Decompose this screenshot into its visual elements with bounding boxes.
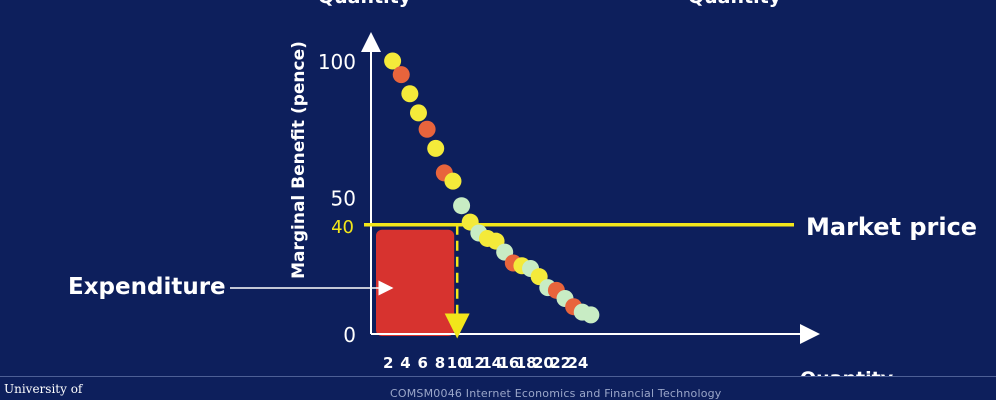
price-tick-label: 40 — [331, 217, 354, 238]
x-tick-label: 14 — [481, 354, 502, 372]
x-tick-label: 4 — [400, 354, 410, 372]
x-tick-label: 8 — [435, 354, 445, 372]
x-tick-label: 10 — [447, 354, 468, 372]
y-axis-label: Marginal Benefit (pence) — [289, 41, 309, 279]
top-right-cut-label: Quantity — [688, 0, 781, 8]
y-tick-labels: 0 50 100 — [318, 50, 356, 347]
course-title: COMSM0046 Internet Economics and Financi… — [390, 387, 722, 400]
market-price-label: Market price — [806, 213, 977, 241]
data-point — [453, 197, 471, 215]
footer-divider — [0, 376, 996, 377]
data-point — [582, 306, 600, 324]
expenditure-rect — [376, 229, 455, 336]
x-tick-label: 18 — [516, 354, 537, 372]
y-tick-label: 100 — [318, 50, 356, 74]
data-point — [427, 139, 445, 157]
y-tick-label: 0 — [343, 323, 356, 347]
data-point — [401, 85, 419, 103]
x-tick-label: 24 — [567, 354, 588, 372]
x-tick-label: 12 — [464, 354, 485, 372]
x-tick-label: 22 — [550, 354, 571, 372]
x-tick-label: 20 — [533, 354, 554, 372]
data-point — [444, 172, 462, 190]
data-point — [384, 52, 402, 70]
y-tick-label: 50 — [331, 187, 356, 211]
x-tick-label: 2 — [383, 354, 393, 372]
data-point — [409, 104, 427, 122]
x-tick-label: 6 — [418, 354, 428, 372]
data-point — [392, 66, 410, 84]
top-left-cut-label: Quantity — [318, 0, 411, 8]
university-logo: University of — [4, 382, 83, 396]
x-axis-label: Quantity — [800, 368, 894, 376]
data-point — [418, 120, 436, 138]
expenditure-label: Expenditure — [68, 274, 226, 300]
x-tick-label: 16 — [498, 354, 519, 372]
data-points — [384, 52, 600, 324]
